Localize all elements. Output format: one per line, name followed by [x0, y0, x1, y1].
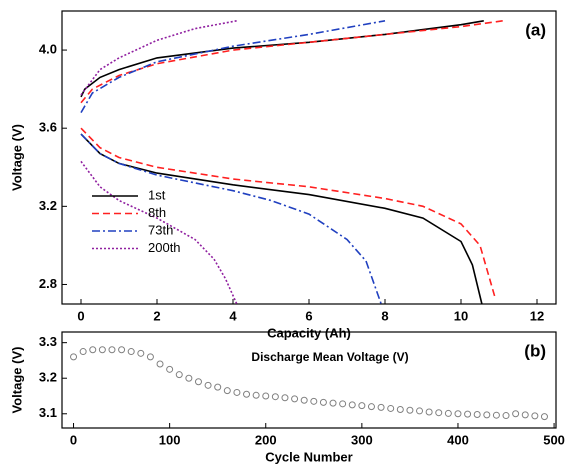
point [300, 396, 308, 404]
panel-label: (a) [525, 20, 546, 39]
legend-label: 8th [148, 205, 166, 220]
point [185, 374, 193, 382]
y-tick-label: 3.3 [39, 334, 57, 349]
point [262, 392, 270, 400]
point [118, 346, 126, 354]
x-tick-label: 200 [255, 432, 277, 447]
y-axis-title: Voltage (V) [9, 347, 24, 414]
point [223, 387, 231, 395]
y-axis-title: Voltage (V) [9, 124, 24, 191]
x-tick-label: 300 [351, 432, 373, 447]
point [512, 410, 520, 418]
point [387, 404, 395, 412]
point [348, 401, 356, 409]
point [329, 399, 337, 407]
point [319, 398, 327, 406]
x-tick-label: 100 [159, 432, 181, 447]
point [252, 391, 260, 399]
point [444, 409, 452, 417]
legend-label: 200th [148, 240, 181, 255]
point [377, 403, 385, 411]
point [204, 381, 212, 389]
point [435, 409, 443, 417]
plot-frame [61, 10, 557, 305]
x-tick-label: 0 [70, 432, 77, 447]
y-tick-label: 3.2 [39, 198, 57, 213]
point [367, 403, 375, 411]
point [406, 406, 414, 414]
y-tick-label: 3.6 [39, 120, 57, 135]
x-tick-label: 8 [381, 308, 388, 323]
x-tick-label: 500 [543, 432, 565, 447]
x-tick-label: 4 [229, 308, 237, 323]
y-tick-label: 4.0 [39, 42, 57, 57]
x-tick-label: 400 [447, 432, 469, 447]
point [531, 412, 539, 420]
point [146, 353, 154, 361]
point [358, 402, 366, 410]
point [214, 383, 222, 391]
point [233, 388, 241, 396]
point [483, 411, 491, 419]
y-tick-label: 3.2 [39, 370, 57, 385]
point [271, 393, 279, 401]
x-axis-title: Cycle Number [265, 449, 352, 464]
point [137, 349, 145, 357]
inner-title: Discharge Mean Voltage (V) [251, 350, 408, 364]
x-tick-label: 6 [305, 308, 312, 323]
panel-label: (b) [524, 341, 546, 360]
point [454, 410, 462, 418]
x-tick-label: 0 [77, 308, 84, 323]
point [98, 346, 106, 354]
point [70, 353, 78, 361]
x-tick-label: 10 [454, 308, 468, 323]
x-tick-label: 12 [530, 308, 544, 323]
point [473, 410, 481, 418]
point [339, 400, 347, 408]
x-tick-label: 2 [153, 308, 160, 323]
point [89, 346, 97, 354]
point [108, 346, 116, 354]
legend-label: 1st [148, 187, 166, 202]
point [464, 410, 472, 418]
line [80, 20, 386, 305]
point [540, 413, 548, 421]
point [291, 395, 299, 403]
point [281, 394, 289, 402]
legend-label: 73th [148, 222, 173, 237]
point [396, 406, 404, 414]
plot-frame [61, 331, 557, 429]
y-tick-label: 3.1 [39, 405, 57, 420]
point [310, 397, 318, 405]
point [175, 371, 183, 379]
point [166, 365, 174, 373]
x-axis-title: Capacity (Ah) [267, 325, 351, 340]
y-tick-label: 2.8 [39, 276, 57, 291]
point [492, 411, 500, 419]
point [194, 378, 202, 386]
point [425, 408, 433, 416]
point [79, 348, 87, 356]
line [80, 20, 484, 305]
point [521, 411, 529, 419]
point [243, 390, 251, 398]
point [416, 407, 424, 415]
point [502, 412, 510, 420]
line [80, 20, 503, 299]
point [127, 348, 135, 356]
point [156, 360, 164, 368]
